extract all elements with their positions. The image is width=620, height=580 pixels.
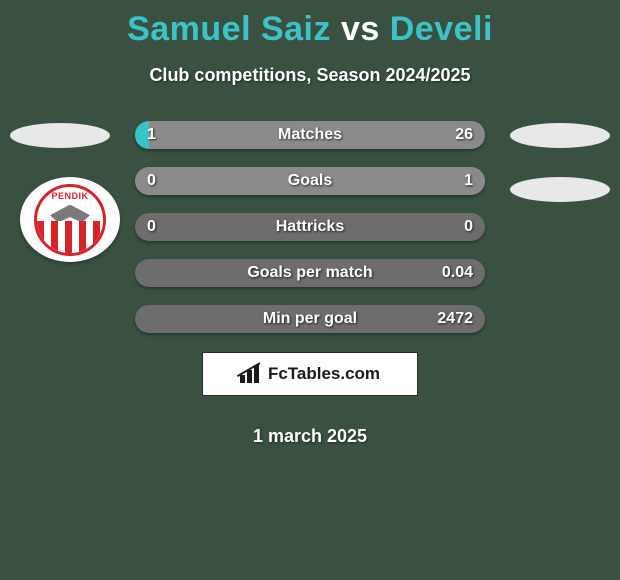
- bar-metric-label: Goals: [135, 167, 485, 195]
- bar-right-value: 0: [464, 213, 473, 241]
- bar-metric-label: Matches: [135, 121, 485, 149]
- title-player1: Samuel Saiz: [127, 10, 331, 48]
- bar-row: Min per goal2472: [135, 305, 485, 333]
- bar-metric-label: Min per goal: [135, 305, 485, 333]
- subtitle: Club competitions, Season 2024/2025: [0, 65, 620, 86]
- brand-box[interactable]: FcTables.com: [202, 352, 418, 396]
- bar-right-value: 1: [464, 167, 473, 195]
- title-vs: vs: [341, 10, 380, 48]
- bar-row: 1Matches26: [135, 121, 485, 149]
- brand-text: FcTables.com: [268, 364, 380, 384]
- bar-row: 0Goals1: [135, 167, 485, 195]
- bar-right-value: 0.04: [442, 259, 473, 287]
- club-badge-stripes: [37, 221, 103, 253]
- bar-right-value: 2472: [437, 305, 473, 333]
- comparison-bars: 1Matches260Goals10Hattricks0Goals per ma…: [135, 121, 485, 351]
- player1-avatar-placeholder: [10, 123, 110, 148]
- player2-club-placeholder: [510, 177, 610, 202]
- bar-row: Goals per match0.04: [135, 259, 485, 287]
- club-badge-name: PENDIK: [51, 191, 88, 201]
- club-badge-inner: PENDIK: [34, 184, 106, 256]
- page-title: Samuel Saiz vs Develi: [0, 0, 620, 49]
- bar-metric-label: Hattricks: [135, 213, 485, 241]
- bar-row: 0Hattricks0: [135, 213, 485, 241]
- bar-right-value: 26: [455, 121, 473, 149]
- date-label: 1 march 2025: [0, 426, 620, 447]
- brand-chart-icon: [240, 365, 262, 383]
- title-player2: Develi: [390, 10, 493, 48]
- bar-metric-label: Goals per match: [135, 259, 485, 287]
- player1-club-badge: PENDIK: [20, 177, 120, 262]
- player2-avatar-placeholder: [510, 123, 610, 148]
